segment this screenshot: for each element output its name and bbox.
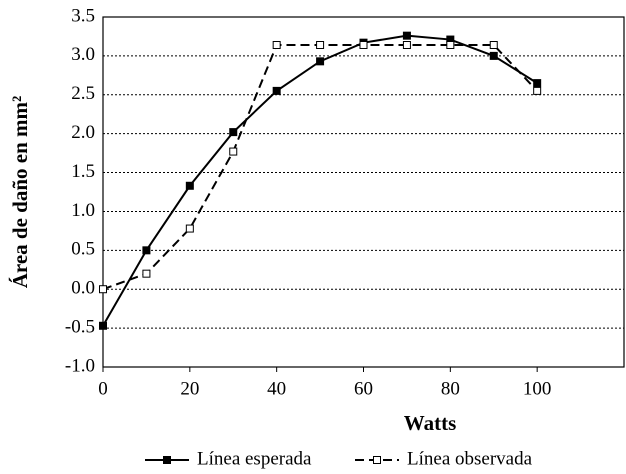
x-tick-label: 40 bbox=[267, 378, 286, 399]
x-tick-label: 20 bbox=[180, 378, 199, 399]
y-tick-label: -0.5 bbox=[65, 316, 95, 337]
legend-marker bbox=[163, 456, 171, 464]
y-tick-label: 3.0 bbox=[71, 44, 95, 65]
y-axis-label: Área de daño en mm² bbox=[8, 96, 32, 289]
marker bbox=[533, 86, 542, 95]
y-tick-label: 0.0 bbox=[71, 278, 95, 299]
marker bbox=[142, 246, 151, 255]
marker bbox=[99, 285, 107, 294]
marker bbox=[229, 147, 238, 156]
marker bbox=[142, 269, 151, 278]
marker bbox=[533, 79, 542, 88]
marker bbox=[316, 57, 325, 66]
y-tick-label: -1.0 bbox=[65, 355, 95, 376]
x-tick-label: 60 bbox=[354, 378, 373, 399]
legend-marker bbox=[373, 456, 381, 464]
marker bbox=[316, 41, 325, 49]
legend-label: Línea observada bbox=[407, 448, 533, 469]
y-tick-label: 1.0 bbox=[71, 200, 95, 221]
marker bbox=[402, 41, 411, 49]
marker bbox=[489, 51, 498, 60]
marker bbox=[272, 86, 281, 95]
marker bbox=[446, 41, 455, 49]
y-tick-label: 0.5 bbox=[71, 239, 95, 260]
marker bbox=[229, 128, 238, 137]
legend-label: Línea esperada bbox=[197, 448, 312, 469]
marker bbox=[359, 41, 368, 49]
y-tick-label: 2.0 bbox=[71, 122, 95, 143]
marker bbox=[99, 321, 107, 330]
marker bbox=[402, 31, 411, 40]
series-line bbox=[102, 44, 538, 291]
marker bbox=[272, 41, 281, 49]
marker bbox=[489, 41, 498, 49]
marker bbox=[185, 224, 194, 233]
y-tick-label: 1.5 bbox=[71, 161, 95, 182]
x-tick-label: 0 bbox=[98, 378, 108, 399]
marker bbox=[185, 181, 194, 190]
x-tick-label: 80 bbox=[441, 378, 460, 399]
series-line bbox=[102, 34, 538, 327]
x-tick-label: 100 bbox=[523, 378, 552, 399]
y-tick-label: 3.5 bbox=[71, 5, 95, 26]
plot-frame bbox=[102, 16, 625, 368]
y-tick-label: 2.5 bbox=[71, 83, 95, 104]
x-axis-label: Watts bbox=[404, 411, 457, 435]
